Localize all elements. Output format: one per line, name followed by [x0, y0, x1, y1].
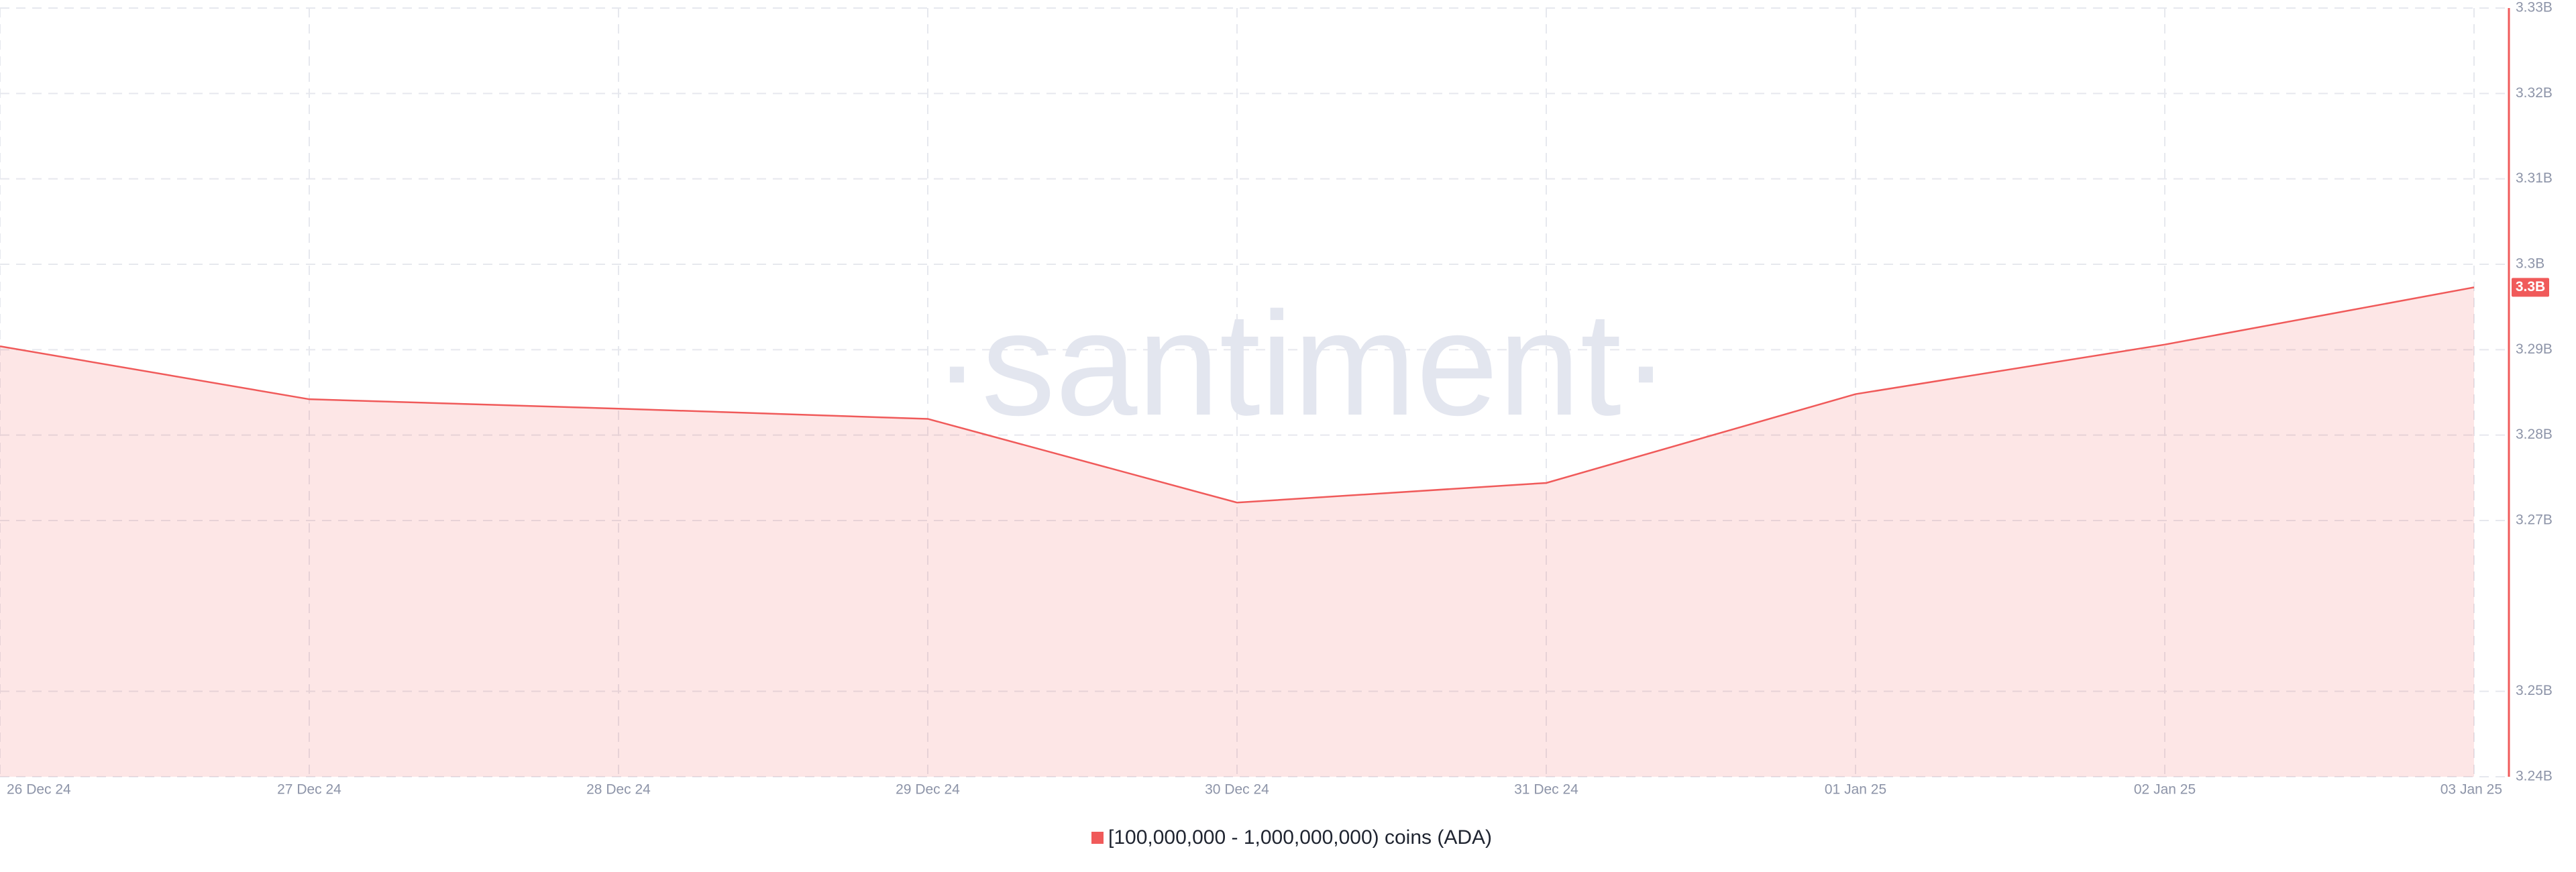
y-tick-label: 3.28B	[2516, 427, 2553, 442]
watermark: ·santiment·	[932, 281, 1670, 446]
legend-label: [100,000,000 - 1,000,000,000) coins (ADA…	[1108, 826, 1492, 849]
y-tick-label: 3.27B	[2516, 512, 2553, 528]
line	[0, 286, 2475, 504]
x-tick-label: 30 Dec 24	[1205, 782, 1269, 798]
current-value-label: 3.3B	[2516, 279, 2545, 294]
y-tick-label: 3.25B	[2516, 683, 2553, 698]
x-tick-label: 28 Dec 24	[586, 782, 651, 798]
x-tick-label: 26 Dec 24	[7, 782, 71, 798]
area-fill	[0, 287, 2474, 777]
x-tick-label: 27 Dec 24	[277, 782, 341, 798]
y-tick-label: 3.32B	[2516, 85, 2553, 101]
x-tick-label: 01 Jan 25	[1825, 782, 1886, 798]
y-tick-label: 3.31B	[2516, 170, 2553, 186]
x-tick-label: 02 Jan 25	[2134, 782, 2196, 798]
x-tick-label: 31 Dec 24	[1514, 782, 1578, 798]
y-tick-label: 3.24B	[2516, 769, 2553, 784]
y-tick-label: 3.29B	[2516, 341, 2553, 357]
y-tick-label: 3.3B	[2516, 256, 2544, 272]
legend: [100,000,000 - 1,000,000,000) coins (ADA…	[1091, 826, 1492, 849]
value-tag-bg	[2512, 278, 2549, 297]
x-tick-label: 29 Dec 24	[896, 782, 960, 798]
legend-swatch	[1091, 832, 1104, 844]
y-tick-label: 3.33B	[2516, 0, 2553, 15]
x-tick-label: 03 Jan 25	[2440, 782, 2502, 798]
